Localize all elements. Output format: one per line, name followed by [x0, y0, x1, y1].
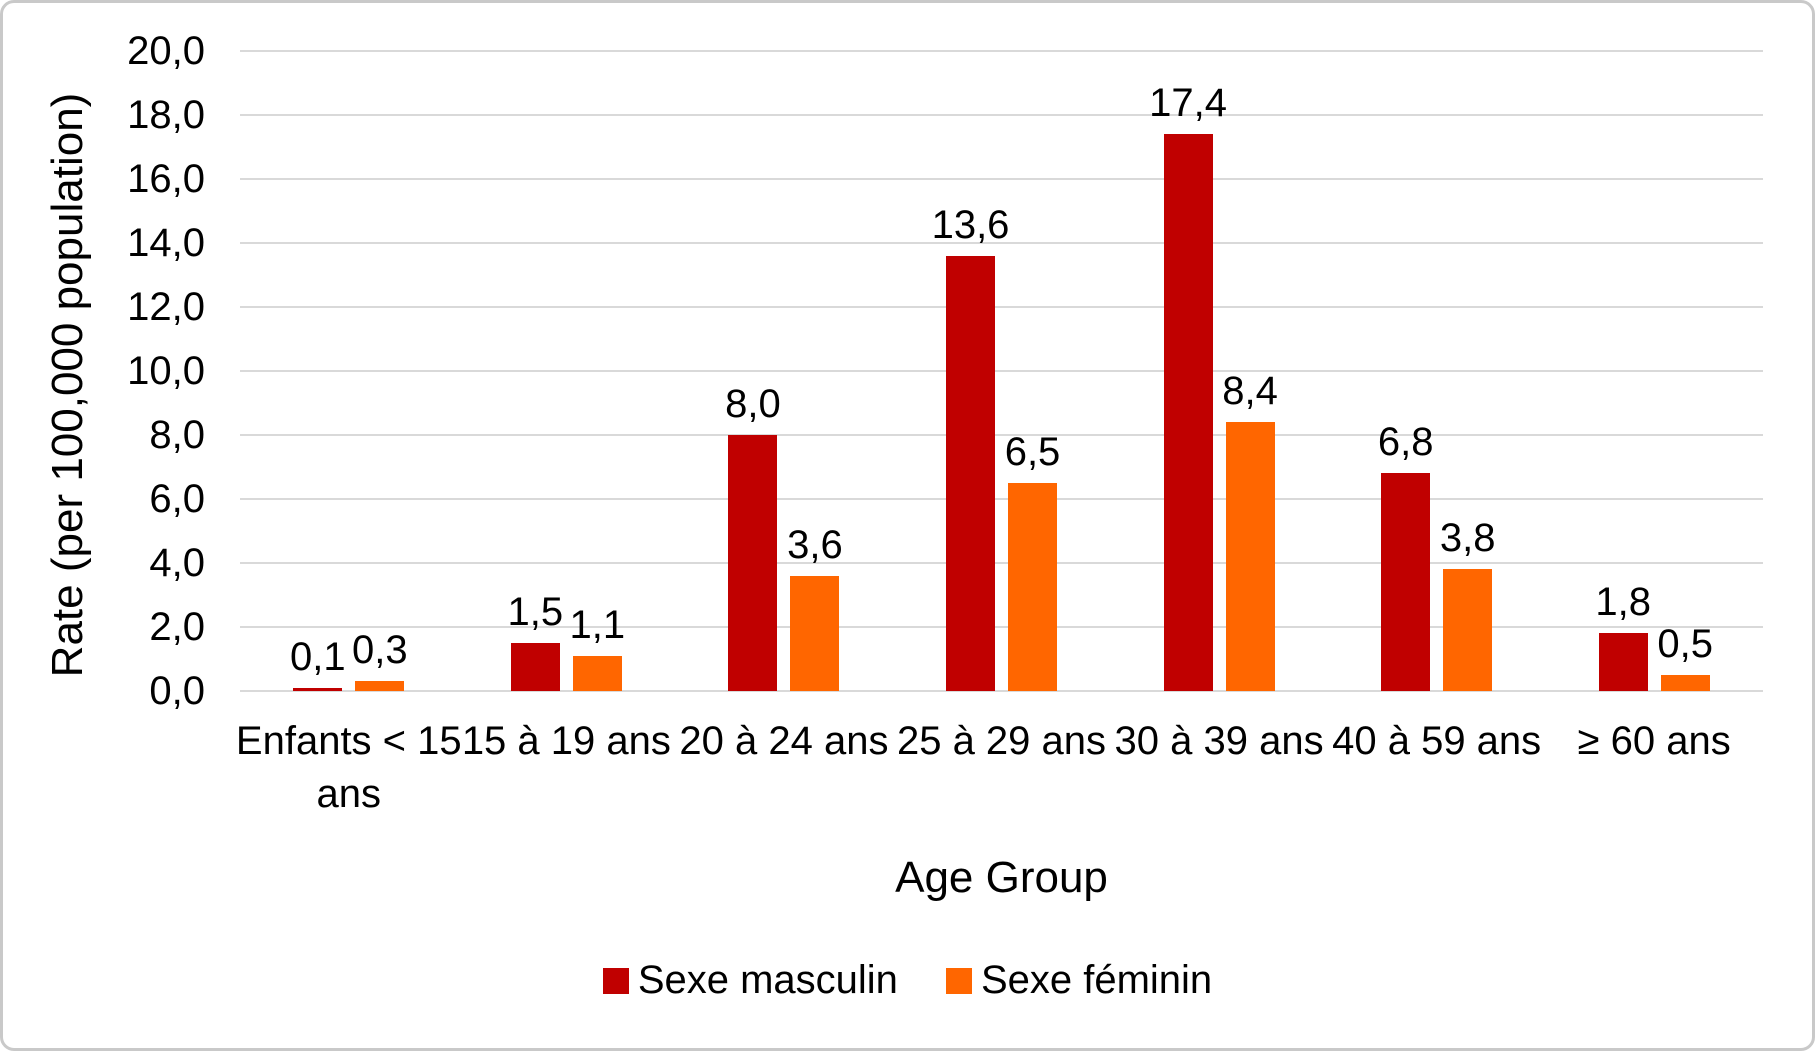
data-label: 6,5 [1004, 430, 1061, 474]
data-label: 3,6 [787, 522, 843, 567]
y-tick-label: 20,0 [127, 29, 205, 73]
legend-item-feminin: Sexe féminin [945, 958, 1213, 1003]
gridline [240, 178, 1763, 180]
bar-masculin [510, 643, 560, 691]
y-tick-label: 16,0 [127, 157, 205, 201]
y-tick-label: 14,0 [127, 221, 205, 265]
y-tick-label: 0,0 [149, 669, 205, 713]
legend-item-masculin: Sexe masculin [602, 958, 898, 1003]
x-tick-label: Enfants < 15 ans [235, 719, 462, 816]
x-axis-tick-labels: Enfants < 15 ans 15 à 19 ans 20 à 24 ans 25… [236, 715, 1763, 835]
bar-masculin [1381, 473, 1431, 691]
data-label: 8,4 [1222, 369, 1278, 414]
data-label: 0,1 [289, 634, 346, 679]
bar-feminin [1660, 675, 1710, 691]
gridline [240, 50, 1763, 52]
legend-label-feminin: Sexe féminin [980, 958, 1213, 1002]
bar-feminin [790, 575, 840, 691]
bar-masculin [293, 687, 343, 691]
x-tick-label: 30 à 39 ans [1114, 719, 1324, 763]
legend-swatch-feminin [945, 967, 972, 994]
y-tick-label: 4,0 [149, 541, 205, 585]
legend: Sexe masculin Sexe féminin [3, 958, 1812, 1003]
y-tick-label: 10,0 [127, 349, 205, 393]
data-label: 8,0 [725, 382, 781, 426]
data-label: 0,3 [351, 628, 408, 673]
bar-feminin [1443, 569, 1493, 691]
gridline [240, 690, 1763, 692]
x-tick-label: 20 à 24 ans [679, 719, 889, 763]
data-label: 13,6 [931, 202, 1010, 247]
gridline [240, 434, 1763, 436]
y-axis-tick-labels: 0,0 2,0 4,0 6,0 8,0 10,0 12,0 14,0 16,0 18,0 20,0 [3, 29, 205, 713]
plot-area: 0,1 1,5 8,0 13,6 17,4 6,8 1,8 0,3 1,1 3,6 6,5 8,4 3,… [240, 50, 1763, 692]
gridline [240, 114, 1763, 116]
y-tick-label: 2,0 [149, 605, 205, 649]
bar-feminin [1008, 483, 1057, 691]
legend-swatch-masculin [602, 967, 629, 994]
gridline [240, 626, 1763, 628]
y-tick-label: 12,0 [127, 285, 205, 329]
gridline [240, 306, 1763, 308]
data-label: 1,1 [569, 602, 626, 647]
bar-masculin [1163, 134, 1213, 691]
legend-label-masculin: Sexe masculin [637, 958, 898, 1002]
data-label: 6,8 [1377, 420, 1434, 465]
x-tick-label: ≥ 60 ans [1577, 719, 1731, 763]
x-axis-title: Age Group [895, 853, 1108, 902]
data-label: 1,8 [1595, 580, 1652, 625]
x-tick-label: 15 à 19 ans [461, 719, 671, 763]
y-tick-label: 6,0 [149, 477, 205, 521]
data-label: 3,8 [1439, 516, 1496, 561]
data-label: 17,4 [1149, 81, 1227, 126]
y-tick-label: 18,0 [127, 93, 205, 137]
gridline [240, 370, 1763, 372]
x-tick-label: 25 à 29 ans [896, 719, 1107, 763]
data-label: 1,5 [507, 590, 564, 634]
bar-feminin [1225, 422, 1275, 691]
bar-masculin [946, 255, 995, 691]
bar-masculin [1598, 633, 1648, 691]
bar-masculin [728, 435, 778, 691]
bar-feminin [572, 655, 622, 691]
gridline [240, 562, 1763, 564]
y-tick-label: 8,0 [149, 413, 205, 457]
x-tick-label: 40 à 59 ans [1332, 719, 1542, 763]
gridline [240, 242, 1763, 244]
bar-feminin [355, 681, 405, 691]
data-label: 0,5 [1657, 622, 1714, 666]
gridline [240, 498, 1763, 500]
